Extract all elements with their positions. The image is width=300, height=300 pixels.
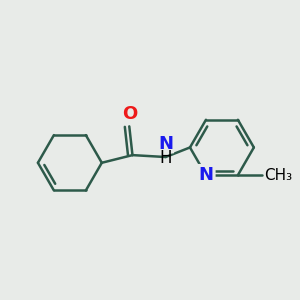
Text: N: N <box>158 135 173 153</box>
Text: CH₃: CH₃ <box>264 168 292 183</box>
Text: O: O <box>122 105 137 123</box>
Text: N: N <box>198 166 213 184</box>
Text: H: H <box>159 148 172 166</box>
